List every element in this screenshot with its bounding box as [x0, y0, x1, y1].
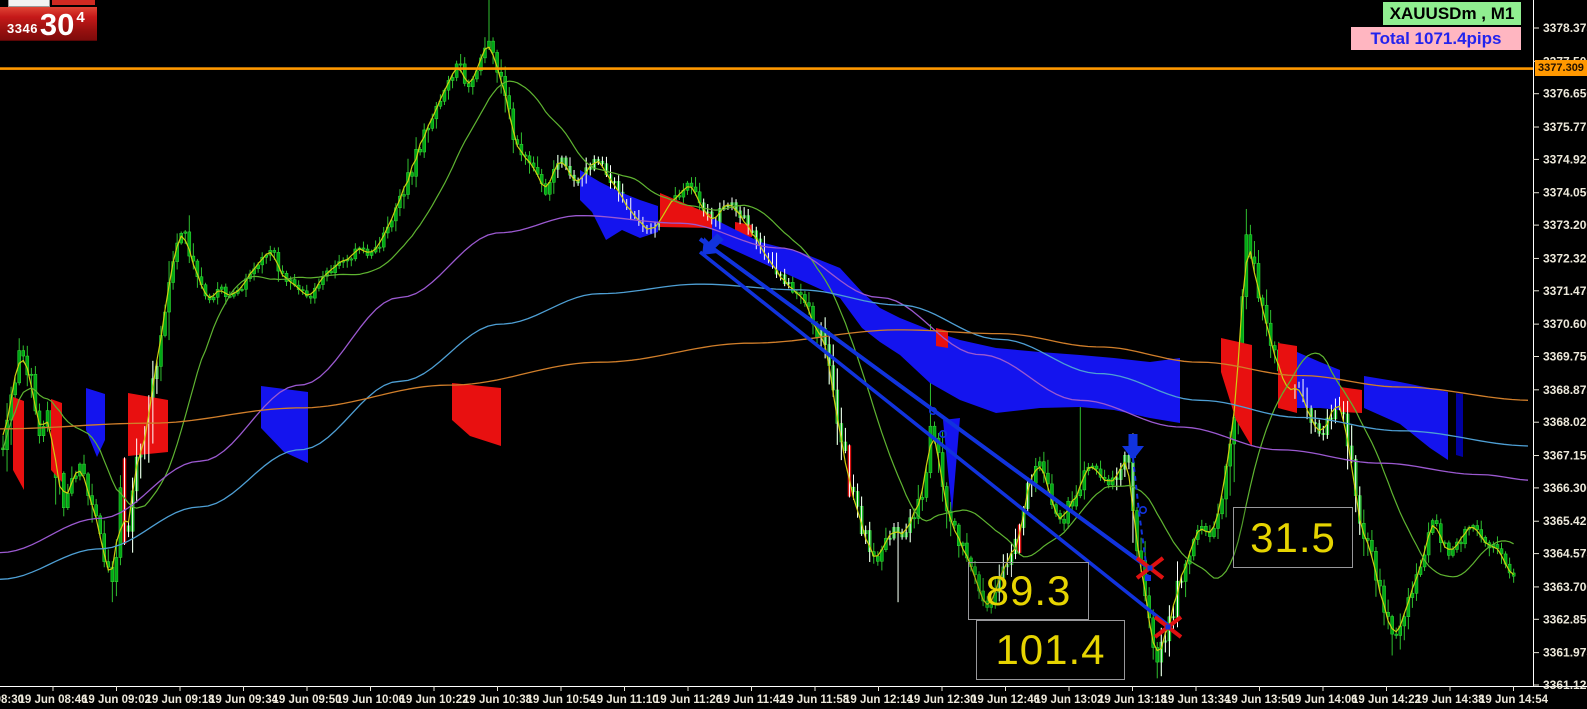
price-tick-label[interactable]: 3368.025 [1543, 415, 1587, 429]
total-pips-badge: Total 1071.4pips [1351, 27, 1521, 50]
candles [1, 0, 1516, 679]
time-tick-label[interactable]: 19 Jun 10:54 [526, 694, 596, 706]
time-tick-label[interactable]: 19 Jun 12:46 [971, 694, 1040, 706]
time-tick-label[interactable]: 19 Jun 10:38 [463, 694, 533, 706]
cloud-wicks [124, 154, 1361, 677]
blue-arrow-marker [702, 233, 724, 255]
time-tick-label[interactable]: 19 Jun 09:18 [145, 694, 215, 706]
trend-lines [698, 237, 1170, 627]
time-tick-label[interactable]: 19 Jun 11:10 [590, 694, 658, 706]
price-tick-label[interactable]: 3372.325 [1543, 251, 1587, 265]
price-tick-label[interactable]: 3371.475 [1543, 284, 1587, 298]
object-handle [1130, 452, 1136, 458]
ma-fast-yellow [2, 46, 1514, 652]
time-tick-label[interactable]: 19 Jun 13:02 [1034, 694, 1103, 706]
time-tick-label[interactable]: 19 Jun 12:30 [907, 694, 976, 706]
dashed-connector [1132, 457, 1149, 579]
time-tick-label[interactable]: 19 Jun 13:18 [1098, 694, 1168, 706]
price-tick-label[interactable]: 3376.650 [1543, 87, 1587, 101]
time-tick-label[interactable]: 19 Jun 10:22 [399, 694, 468, 706]
blue-arrow-marker [1122, 434, 1144, 460]
cloud-bands [13, 170, 1463, 513]
price-tick-label[interactable]: 3368.875 [1543, 383, 1587, 397]
price-tick-label[interactable]: 3374.050 [1543, 186, 1587, 200]
time-tick-label[interactable]: 19 Jun 10:06 [336, 694, 405, 706]
object-handle [928, 406, 937, 415]
price-tick-label[interactable]: 3373.200 [1543, 218, 1587, 232]
price-tick-label[interactable]: 3361.125 [1543, 678, 1587, 692]
object-markers [702, 233, 1183, 639]
time-tick-label[interactable]: 19 Jun 14:22 [1352, 694, 1421, 706]
price-tick-label[interactable]: 3370.600 [1543, 317, 1587, 331]
bid-price-main: 30 [39, 7, 75, 42]
window-fragment [8, 0, 50, 7]
price-tick-label[interactable]: 3361.975 [1543, 646, 1587, 660]
time-tick-label[interactable]: 19 Jun 11:42 [717, 694, 785, 706]
price-tick-label[interactable]: 3374.925 [1543, 152, 1587, 166]
price-alert-line [0, 67, 1533, 70]
time-tick-label[interactable]: 19 Jun 09:34 [209, 694, 279, 706]
price-tick-label[interactable]: 3363.700 [1543, 580, 1587, 594]
ma-green [2, 80, 1514, 579]
ma-orange [0, 329, 1529, 430]
price-tick-label[interactable]: 3369.750 [1543, 350, 1587, 364]
plot-area [0, 0, 1533, 679]
time-tick-label[interactable]: 19 Jun 12:14 [844, 694, 914, 706]
bid-price-prefix: 3346 [7, 21, 38, 36]
window-fragment-red [52, 0, 95, 5]
time-tick-label[interactable]: 19 Jun 14:38 [1415, 694, 1485, 706]
time-tick-label[interactable]: 19 Jun 11:26 [654, 694, 722, 706]
time-tick-label[interactable]: 19 Jun 11:58 [781, 694, 850, 706]
time-tick-label[interactable]: 19 Jun 13:34 [1161, 694, 1231, 706]
price-tick-label[interactable]: 3375.775 [1543, 120, 1587, 134]
price-tick-label[interactable]: 3364.575 [1543, 547, 1587, 561]
red-cross-marker [1135, 556, 1165, 580]
price-tick-label[interactable]: 3367.150 [1543, 449, 1587, 463]
object-handle [1145, 575, 1151, 581]
price-tick-label[interactable]: 3378.375 [1543, 21, 1587, 35]
price-tick-label[interactable]: 3365.425 [1543, 514, 1587, 528]
object-handle [938, 429, 947, 438]
price-line-tag: 3377.309 [1535, 60, 1587, 76]
time-tick-label[interactable]: 19 Jun 09:02 [82, 694, 151, 706]
price-tick-label[interactable]: 3366.300 [1543, 481, 1587, 495]
time-tick-label[interactable]: 19 Jun 08:30 [0, 694, 24, 706]
object-handle [1139, 505, 1148, 514]
time-tick-label[interactable]: 19 Jun 08:46 [18, 694, 87, 706]
bid-price-pip: 4 [76, 9, 85, 26]
measure-label-101-4[interactable]: 101.4 [976, 620, 1125, 680]
time-tick-label[interactable]: 19 Jun 13:50 [1225, 694, 1294, 706]
red-cross-marker [1153, 615, 1183, 639]
time-tick-label[interactable]: 19 Jun 14:54 [1479, 694, 1549, 706]
bid-price-box: 3346 30 4 [0, 7, 97, 41]
time-tick-label[interactable]: 19 Jun 09:50 [272, 694, 341, 706]
measure-label-89-3[interactable]: 89.3 [968, 562, 1089, 620]
ma-purple [0, 214, 1529, 554]
measure-label-31-5[interactable]: 31.5 [1233, 507, 1353, 568]
price-tick-label[interactable]: 3362.850 [1543, 612, 1587, 626]
symbol-timeframe-badge: XAUUSDm , M1 [1383, 2, 1521, 25]
time-tick-label[interactable]: 19 Jun 14:06 [1288, 694, 1357, 706]
